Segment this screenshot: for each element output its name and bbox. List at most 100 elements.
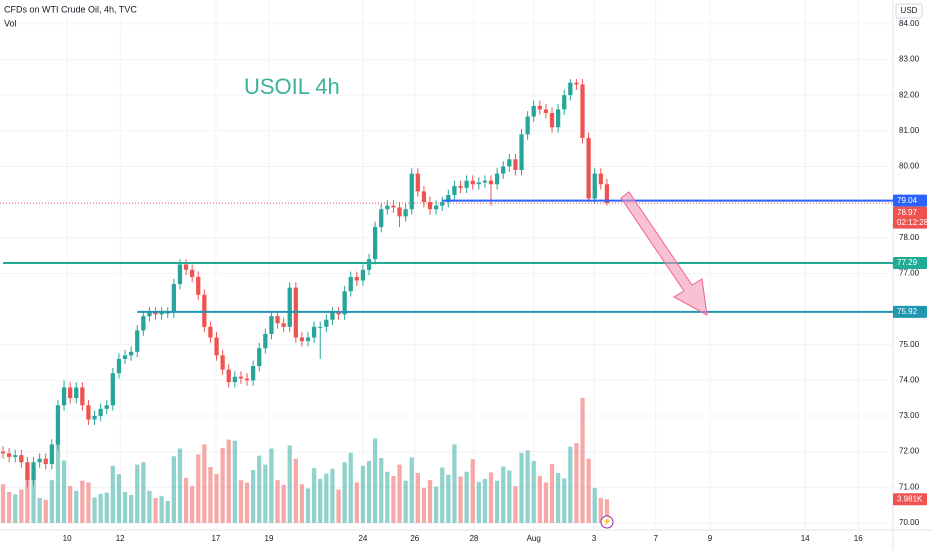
level-label: 79.04: [897, 196, 918, 205]
volume-bar: [458, 476, 463, 523]
volume-bar: [171, 456, 176, 523]
candle-body: [61, 387, 67, 406]
candle-body: [482, 180, 488, 183]
candle-body: [513, 159, 518, 171]
y-tick-label: 71.00: [899, 482, 920, 491]
y-tick-label: 81.00: [899, 126, 920, 135]
candle-body: [214, 337, 219, 356]
x-tick-label: 26: [410, 534, 419, 543]
candle-body: [519, 134, 524, 171]
volume-bar: [86, 482, 91, 523]
chart-title: USOIL 4h: [244, 74, 340, 99]
volume-bar: [446, 474, 451, 523]
volume-bar: [202, 444, 207, 523]
volume-bar: [196, 454, 201, 523]
volume-bar: [177, 448, 183, 523]
volume-bar: [263, 464, 268, 523]
candle-body: [269, 316, 274, 334]
candle-body: [171, 284, 176, 313]
volume-bar: [531, 461, 536, 523]
countdown: 02:12:28: [897, 218, 929, 227]
candle-body: [507, 159, 512, 167]
candle-body: [13, 455, 18, 457]
volume-bar: [562, 478, 567, 523]
candle-body: [409, 173, 414, 210]
candle-body: [220, 355, 225, 370]
volume-bar: [183, 477, 189, 523]
volume-bar: [214, 474, 219, 523]
candle-body: [251, 366, 256, 381]
volume-bar: [98, 493, 103, 523]
candle-body: [342, 291, 347, 315]
currency-box[interactable]: [895, 3, 923, 19]
candle-body: [421, 191, 427, 203]
candle-body: [281, 323, 286, 327]
volume-bar: [122, 492, 128, 523]
header: CFDs on WTI Crude Oil, 4h, TVC: [4, 4, 137, 14]
candle-body: [427, 202, 433, 210]
volume-bar: [275, 480, 280, 523]
volume-bar: [13, 494, 18, 523]
level-label: 77.29: [897, 258, 918, 267]
volume-bar: [330, 468, 335, 523]
candle-body: [238, 376, 244, 379]
candle-body: [580, 84, 585, 138]
volume-bar: [141, 462, 146, 523]
volume-bar: [116, 474, 122, 523]
candle-body: [568, 82, 573, 96]
volume-bar: [25, 469, 30, 523]
volume-bar: [49, 480, 54, 523]
volume-bar: [55, 439, 61, 523]
y-tick-label: 80.00: [899, 162, 920, 171]
volume-bar: [92, 497, 97, 523]
currency[interactable]: USD: [901, 6, 918, 15]
volume-bar: [7, 492, 12, 523]
candle-body: [531, 105, 536, 117]
candle-body: [43, 458, 48, 465]
volume-bar: [299, 484, 305, 523]
candle-body: [446, 194, 451, 203]
volume-bar: [470, 459, 475, 523]
x-tick-label: 3: [592, 534, 597, 543]
volume-bar: [318, 478, 323, 523]
x-tick-label: 17: [211, 534, 220, 543]
y-tick-label: 73.00: [899, 411, 920, 420]
candle-body: [305, 337, 311, 342]
events-icon-glyph[interactable]: ⚡: [602, 516, 612, 526]
volume-bar: [43, 499, 48, 523]
candle-body: [86, 405, 91, 420]
candle-body: [116, 358, 122, 374]
candle-body: [49, 444, 54, 465]
volume-bar: [342, 462, 347, 523]
candle-body: [147, 312, 152, 317]
volume-bar: [104, 492, 109, 523]
volume-bar: [452, 444, 457, 523]
volume-bar: [385, 471, 390, 523]
volume-bar: [568, 446, 573, 523]
volume-bar: [482, 478, 488, 523]
candle-body: [7, 453, 12, 457]
volume-bar: [391, 475, 396, 523]
volume-bar: [147, 490, 152, 523]
volume-bar: [232, 440, 237, 523]
candle-body: [312, 326, 317, 338]
candle-body: [324, 319, 329, 327]
x-tick-label: 12: [116, 534, 125, 543]
y-tick-label: 74.00: [899, 375, 920, 384]
candle-body: [31, 462, 36, 481]
volume-bar: [208, 466, 213, 523]
volume-bar: [379, 458, 384, 523]
volume-bar: [305, 488, 311, 523]
x-tick-label: 7: [653, 534, 658, 543]
x-tick-label: Aug: [527, 534, 541, 543]
volume-bar: [0, 484, 6, 523]
candle-body: [177, 264, 183, 285]
candle-body: [525, 116, 530, 135]
events-icon[interactable]: [600, 515, 614, 529]
candle-body: [80, 387, 85, 406]
volume-bar: [604, 499, 610, 523]
volume-bar: [598, 497, 603, 523]
y-tick-label: 83.00: [899, 55, 920, 64]
